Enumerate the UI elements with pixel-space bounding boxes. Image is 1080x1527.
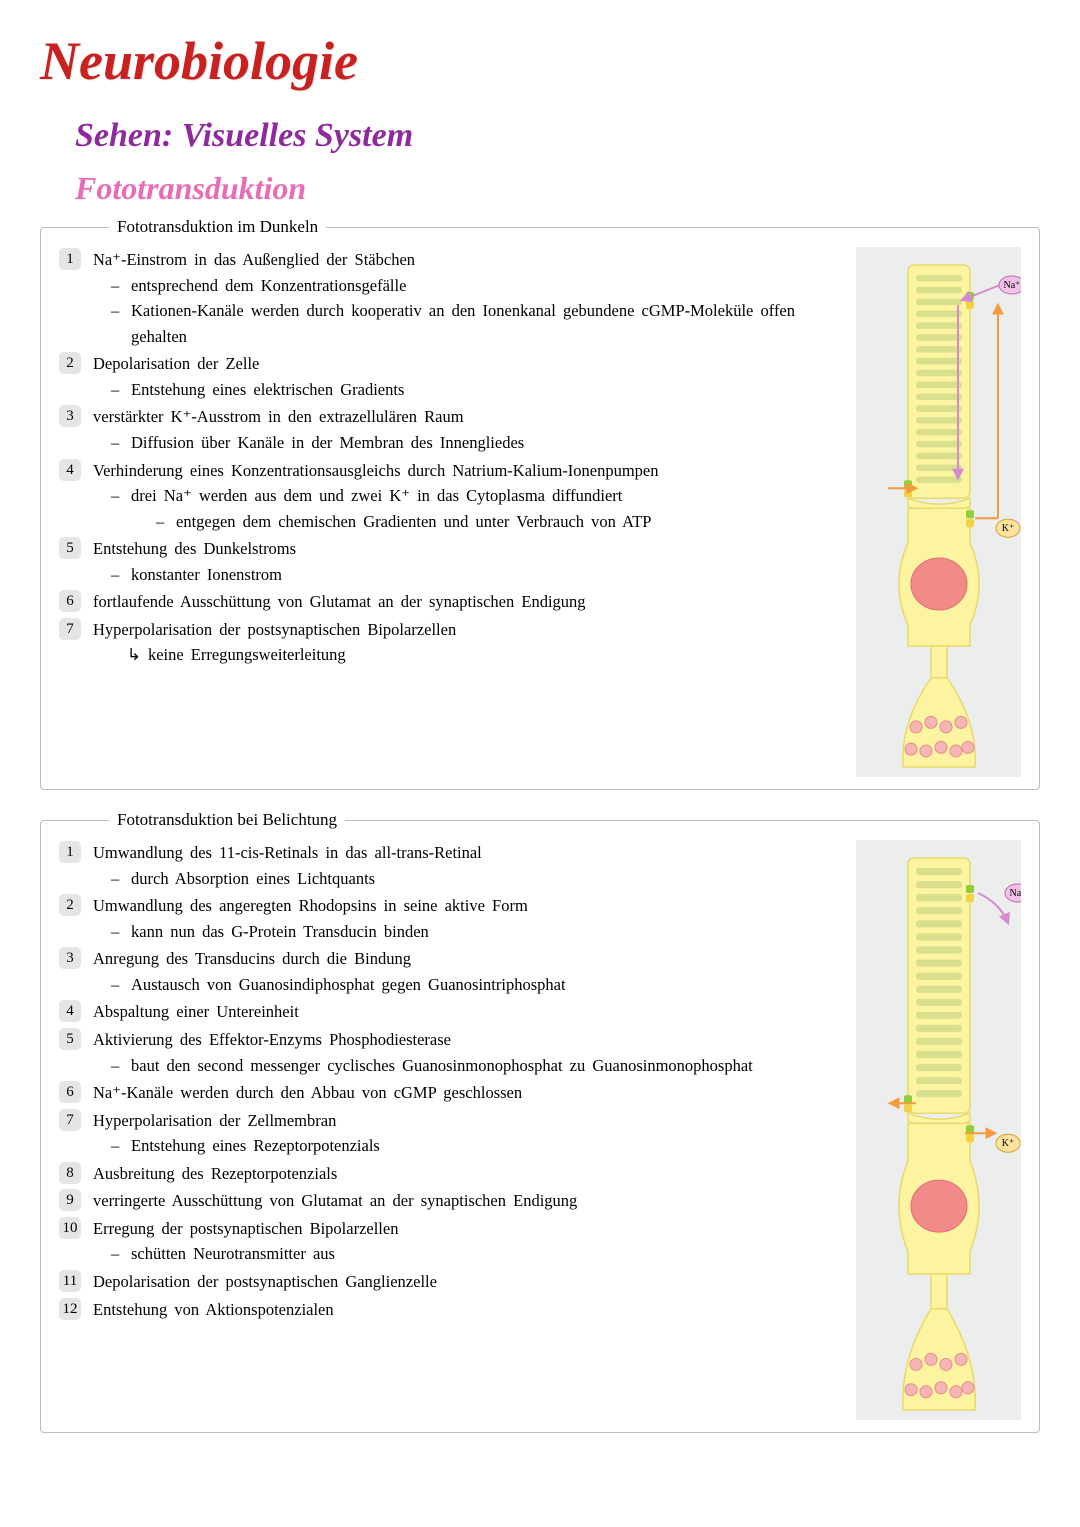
substep-item: baut den second messenger cyclisches Gua… <box>111 1053 841 1079</box>
substep-item: drei Na⁺ werden aus dem und zwei K⁺ in d… <box>111 483 841 534</box>
substep-item: konstanter Ionenstrom <box>111 562 841 588</box>
rod-cell-diagram-dark: Na⁺ K⁺ <box>856 247 1021 777</box>
step-item: Umwandlung des angeregten Rhodopsins in … <box>59 893 841 944</box>
svg-text:K⁺: K⁺ <box>1002 1138 1015 1149</box>
step-item: Hyperpolarisation der postsynaptischen B… <box>59 617 841 668</box>
svg-text:Na⁺: Na⁺ <box>1010 888 1021 899</box>
step-item: Erregung der postsynaptischen Bipolarzel… <box>59 1216 841 1267</box>
substep-item: durch Absorption eines Lichtquants <box>111 866 841 892</box>
step-item: Verhinderung eines Konzentrationsausglei… <box>59 458 841 535</box>
steps-list-1: Na⁺-Einstrom in das Außenglied der Stäbc… <box>59 247 841 668</box>
step-item: Ausbreitung des Rezeptorpotenzials <box>59 1161 841 1187</box>
step-item: verstärkter K⁺-Ausstrom in den extrazell… <box>59 404 841 455</box>
substep-item: Austausch von Guanosindiphosphat gegen G… <box>111 972 841 998</box>
substep-item: kann nun das G-Protein Transducin binden <box>111 919 841 945</box>
step-item: verringerte Ausschüttung von Glutamat an… <box>59 1188 841 1214</box>
step-item: Na⁺-Kanäle werden durch den Abbau von cG… <box>59 1080 841 1106</box>
subsubstep-item: entgegen dem chemischen Gradienten und u… <box>156 509 841 535</box>
box-dunkeln: Fototransduktion im Dunkeln Na⁺-Einstrom… <box>40 217 1040 790</box>
arrow-substep: keine Erregungsweiterleitung <box>93 642 841 668</box>
subtitle-2: Fototransduktion <box>75 170 1040 207</box>
steps-list-2: Umwandlung des 11-cis-Retinals in das al… <box>59 840 841 1322</box>
substep-item: Entstehung eines Rezeptorpotenzials <box>111 1133 841 1159</box>
svg-text:Na⁺: Na⁺ <box>1004 280 1021 291</box>
substep-item: Entstehung eines elektrischen Gradients <box>111 377 841 403</box>
rod-cell-diagram-light: Na⁺ K⁺ <box>856 840 1021 1420</box>
subtitle-1: Sehen: Visuelles System <box>75 117 1040 155</box>
step-item: Entstehung von Aktionspotenzialen <box>59 1297 841 1323</box>
step-item: Anregung des Transducins durch die Bindu… <box>59 946 841 997</box>
step-item: Hyperpolarisation der ZellmembranEntsteh… <box>59 1108 841 1159</box>
box-dunkeln-legend: Fototransduktion im Dunkeln <box>109 217 326 237</box>
substep-item: Kationen-Kanäle werden durch kooperativ … <box>111 298 841 349</box>
step-item: Abspaltung einer Untereinheit <box>59 999 841 1025</box>
step-item: Na⁺-Einstrom in das Außenglied der Stäbc… <box>59 247 841 349</box>
substep-item: Diffusion über Kanäle in der Membran des… <box>111 430 841 456</box>
step-item: fortlaufende Ausschüttung von Glutamat a… <box>59 589 841 615</box>
box-belichtung: Fototransduktion bei Belichtung Umwandlu… <box>40 810 1040 1433</box>
page-title: Neurobiologie <box>40 30 1040 92</box>
box-belichtung-legend: Fototransduktion bei Belichtung <box>109 810 345 830</box>
step-item: Depolarisation der ZelleEntstehung eines… <box>59 351 841 402</box>
substep-item: schütten Neurotransmitter aus <box>111 1241 841 1267</box>
step-item: Aktivierung des Effektor-Enzyms Phosphod… <box>59 1027 841 1078</box>
svg-text:K⁺: K⁺ <box>1002 523 1015 534</box>
step-item: Umwandlung des 11-cis-Retinals in das al… <box>59 840 841 891</box>
substep-item: entsprechend dem Konzentrationsgefälle <box>111 273 841 299</box>
step-item: Entstehung des Dunkelstromskonstanter Io… <box>59 536 841 587</box>
step-item: Depolarisation der postsynaptischen Gang… <box>59 1269 841 1295</box>
